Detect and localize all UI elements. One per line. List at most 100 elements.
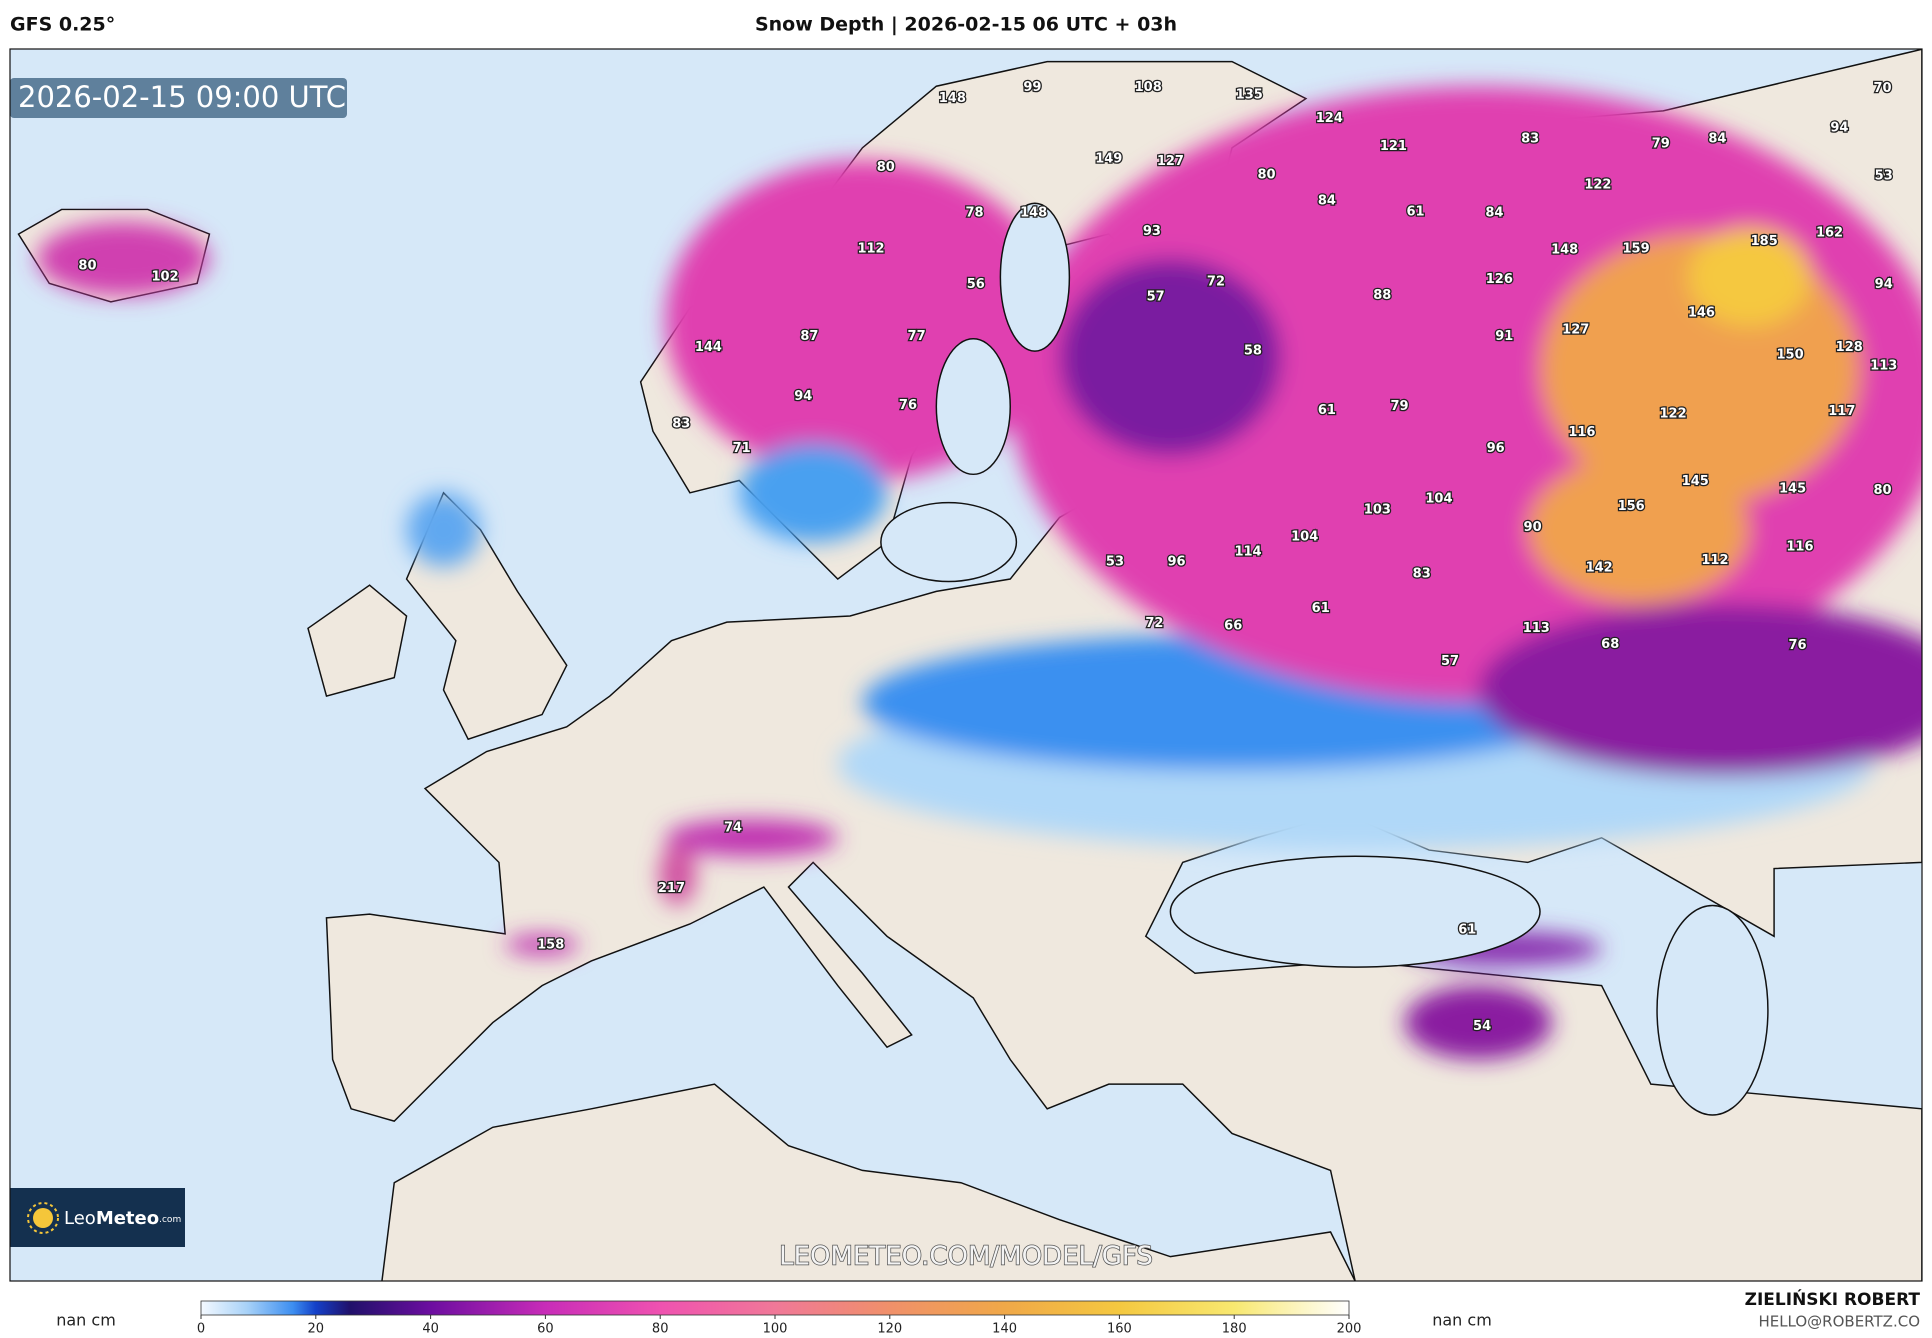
spot-value: 104: [1291, 530, 1318, 545]
spot-value: 148: [939, 91, 966, 106]
colorbar-tick-label: 160: [1107, 1322, 1132, 1337]
model-label: GFS 0.25°: [10, 14, 115, 36]
baltic-south: [880, 501, 1018, 583]
map-layers: [17, 49, 1922, 1281]
watermark: LEOMETEO.COM/MODEL/GFS: [779, 1242, 1153, 1272]
spot-value: 61: [1312, 601, 1330, 616]
spot-value: 91: [1495, 329, 1513, 344]
spot-value: 93: [1143, 224, 1161, 239]
spot-value: 117: [1828, 404, 1855, 419]
spot-value: 61: [1458, 923, 1476, 938]
colorbar-ticks: 0 20 40 60 80 100 120 140 160 180 200: [197, 1315, 1362, 1337]
spot-value: 158: [537, 937, 564, 952]
spot-value: 96: [1487, 441, 1505, 456]
colorbar-tick-label: 100: [763, 1322, 788, 1337]
spot-value: 217: [658, 881, 685, 896]
spot-value: 128: [1836, 340, 1863, 355]
spot-value: 122: [1659, 406, 1686, 421]
spot-value: 150: [1777, 347, 1804, 362]
spot-value: 77: [908, 329, 926, 344]
logo-text: LeoMeteo.com: [64, 1208, 181, 1229]
ireland: [307, 584, 408, 697]
spot-value: 124: [1316, 111, 1343, 126]
spot-value: 148: [1020, 206, 1047, 221]
spot-value: 57: [1441, 654, 1459, 669]
spot-value: 159: [1623, 241, 1650, 256]
spot-value: 53: [1106, 554, 1124, 569]
spot-value: 146: [1688, 305, 1715, 320]
colorbar-tick-label: 200: [1337, 1322, 1362, 1337]
spot-value: 83: [672, 416, 690, 431]
spot-value: 83: [1521, 132, 1539, 147]
colorbar-tick-label: 180: [1222, 1322, 1247, 1337]
logo-sun: [33, 1208, 53, 1228]
time-box: [10, 78, 347, 118]
caspian-sea: [1656, 904, 1769, 1116]
spot-value: 145: [1779, 482, 1806, 497]
spot-value: 71: [733, 441, 751, 456]
spot-value: 94: [1830, 121, 1848, 136]
spot-value: 72: [1207, 275, 1225, 290]
spot-value: 127: [1562, 323, 1589, 338]
gulf-of-bothnia: [999, 202, 1071, 352]
spot-value: 84: [1318, 193, 1336, 208]
spot-value: 116: [1568, 425, 1595, 440]
logo-suffix: .com: [159, 1215, 181, 1225]
spot-value: 76: [899, 398, 917, 413]
spot-value: 116: [1786, 540, 1813, 555]
author: ZIELIŃSKI ROBERT: [1745, 1288, 1921, 1310]
colorbar-tick-label: 120: [877, 1322, 902, 1337]
colorbar-tick-label: 0: [197, 1322, 205, 1337]
spot-value: 108: [1135, 80, 1162, 95]
spot-value: 54: [1473, 1019, 1491, 1034]
email: HELLO@ROBERTZ.CO: [1758, 1313, 1920, 1331]
map: 148 99 108 135 124 121 83 79 84 94 70 53 80 149 127 80 8…: [10, 49, 1922, 1281]
spot-value: 79: [1391, 399, 1409, 414]
spot-value: 94: [794, 389, 812, 404]
logo-bold: Meteo: [96, 1208, 159, 1229]
spot-value: 144: [695, 340, 722, 355]
spot-value: 70: [1873, 81, 1891, 96]
spot-value: 122: [1584, 177, 1611, 192]
spot-value: 142: [1586, 560, 1613, 575]
spot-value: 84: [1708, 132, 1726, 147]
spot-value: 80: [78, 259, 96, 274]
spot-value: 145: [1682, 474, 1709, 489]
spot-value: 58: [1244, 344, 1262, 359]
spot-value: 88: [1373, 288, 1391, 303]
spot-value: 56: [967, 277, 985, 292]
valid-time: 2026-02-15 09:00 UTC: [18, 80, 346, 114]
spot-value: 80: [1873, 483, 1891, 498]
spot-value: 148: [1551, 243, 1578, 258]
colorbar-tick-label: 140: [992, 1322, 1017, 1337]
spot-value: 126: [1486, 272, 1513, 287]
baltic-north: [935, 338, 1011, 476]
nan-label-left: nan cm: [56, 1311, 116, 1330]
colorbar-tick-label: 80: [652, 1322, 669, 1337]
spot-value: 185: [1751, 234, 1778, 249]
spot-value: 61: [1318, 403, 1336, 418]
map-frame: [9, 48, 1923, 1282]
map-title: Snow Depth | 2026-02-15 06 UTC + 03h: [755, 14, 1177, 36]
logo-light: Leo: [64, 1208, 96, 1229]
spot-value: 78: [965, 206, 983, 221]
spot-value: 104: [1425, 491, 1452, 506]
spot-value: 80: [877, 160, 895, 175]
spot-value: 53: [1875, 169, 1893, 184]
spot-value: 83: [1413, 567, 1431, 582]
colorbar-tick-label: 20: [308, 1322, 325, 1337]
spot-value: 74: [724, 820, 742, 835]
spot-value: 102: [152, 270, 179, 285]
logo-rays: [27, 1202, 59, 1234]
spot-value: 127: [1157, 154, 1184, 169]
spot-value: 112: [1701, 553, 1728, 568]
spot-value: 162: [1816, 225, 1843, 240]
spot-value: 68: [1601, 637, 1619, 652]
snow-field: [36, 86, 1922, 1060]
spot-value: 156: [1618, 499, 1645, 514]
nan-label-right: nan cm: [1432, 1311, 1492, 1330]
spot-value: 103: [1364, 503, 1391, 518]
colorbar-tick-label: 60: [537, 1322, 554, 1337]
africa: [381, 1083, 1356, 1281]
